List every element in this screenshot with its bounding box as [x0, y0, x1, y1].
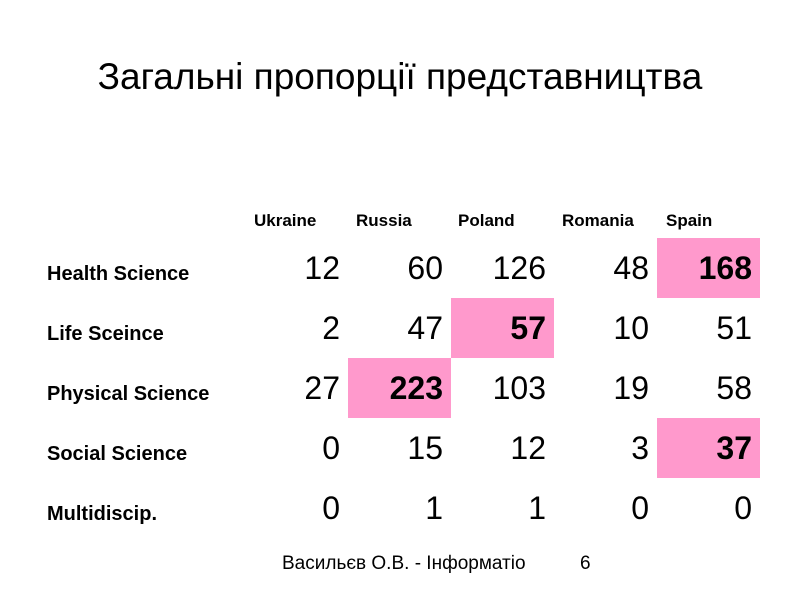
column-header-romania: Romania — [562, 211, 634, 230]
row-label: Social Science — [47, 443, 188, 465]
table-cell: 48 — [613, 250, 649, 286]
table-cell: 0 — [734, 490, 752, 526]
table-cell: 3 — [631, 430, 649, 466]
column-header-poland: Poland — [458, 211, 515, 230]
highlighted-cell: 168 — [657, 238, 760, 298]
table-cell: 2 — [322, 310, 340, 346]
table-cell: 0 — [631, 490, 649, 526]
row-label: Health Science — [47, 263, 190, 285]
table-cell: 1 — [528, 490, 546, 526]
highlighted-cell: 223 — [348, 358, 451, 418]
table-cell: 19 — [613, 370, 649, 406]
row-label: Multidiscip. — [47, 503, 157, 525]
table-cell: 10 — [613, 310, 649, 346]
highlighted-cell: 37 — [657, 418, 760, 478]
table-cell: 47 — [407, 310, 443, 346]
table-cell: 12 — [510, 430, 546, 466]
page-number: 6 — [580, 553, 591, 574]
row-label: Life Sceince — [47, 323, 164, 345]
column-header-russia: Russia — [356, 211, 412, 230]
table-cell: 0 — [322, 490, 340, 526]
table-cell: 103 — [492, 370, 546, 406]
footer-author: Васильєв О.В. - Інформатіо — [282, 553, 526, 574]
slide-title: Загальні пропорції представництва — [97, 56, 703, 97]
table-cell: 126 — [492, 250, 546, 286]
highlighted-cell: 57 — [451, 298, 554, 358]
table-cell: 12 — [304, 250, 340, 286]
column-header-spain: Spain — [666, 211, 713, 230]
table-cell: 60 — [407, 250, 443, 286]
row-label: Physical Science — [47, 383, 210, 405]
table-cell: 51 — [716, 310, 752, 346]
table-cell: 15 — [407, 430, 443, 466]
table-cell: 58 — [716, 370, 752, 406]
column-header-ukraine: Ukraine — [254, 211, 317, 230]
table-cell: 27 — [304, 370, 340, 406]
table-cell: 1 — [425, 490, 443, 526]
table-cell: 0 — [322, 430, 340, 466]
